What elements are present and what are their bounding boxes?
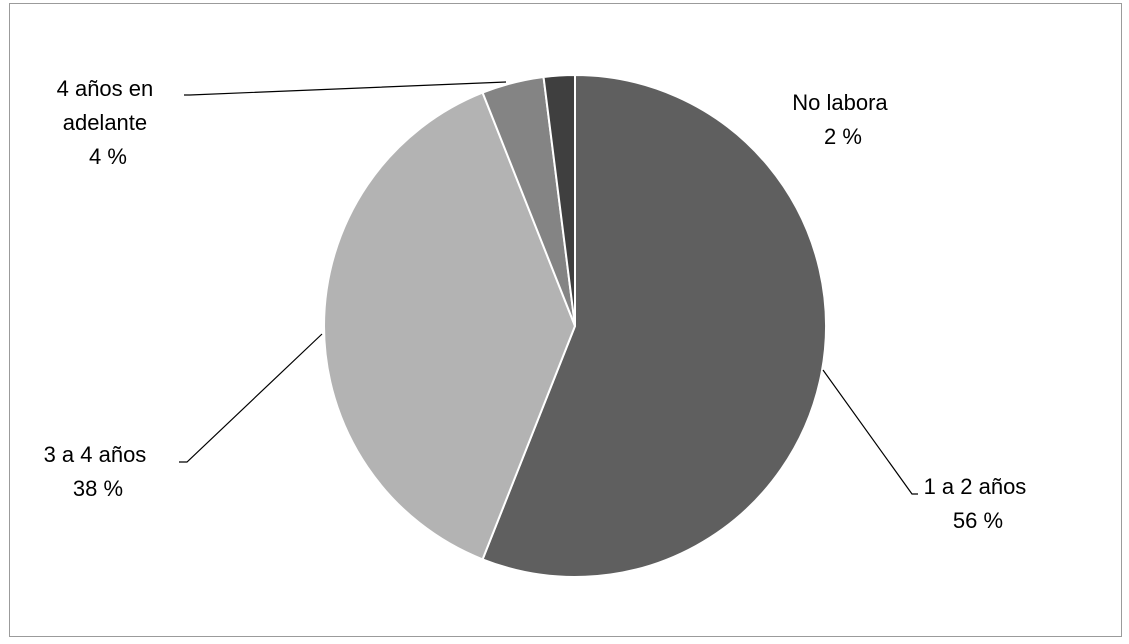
pie-slice-3-a-4-anos [323,91,577,561]
leader-line-3-a-4-anos [179,333,323,463]
leader-lines [179,81,918,495]
leader-line-4-anos-en-adelante [184,81,507,96]
pie-slice-no-labora [542,73,576,327]
leader-line-1-a-2-anos [822,369,918,495]
data-labels: 1 a 2 años 56 % 3 a 4 años 38 % 4 años e… [44,76,1033,533]
data-label-3-a-4-anos: 3 a 4 años 38 % [44,442,153,501]
pie-slices [323,73,828,578]
data-label-1-a-2-anos: 1 a 2 años 56 % [924,474,1033,533]
pie-slice-1-a-2-anos [481,73,828,578]
data-label-4-anos-en-adelante: 4 años en adelante 4 % [57,76,160,169]
data-label-no-labora: No labora 2 % [792,90,894,149]
